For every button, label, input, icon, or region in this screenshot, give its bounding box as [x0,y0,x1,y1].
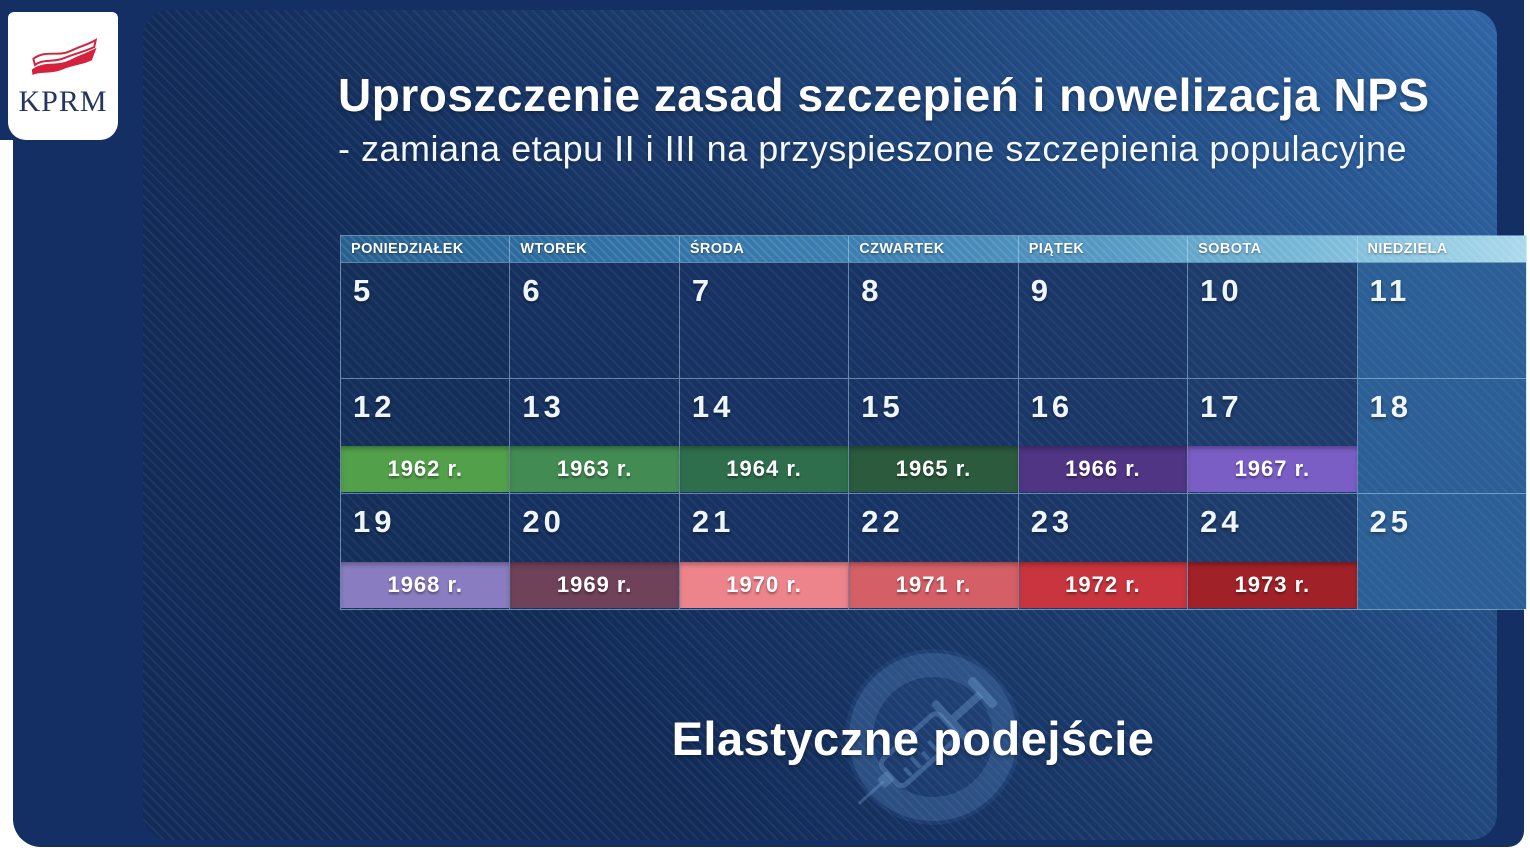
calendar-cell: 18 [1357,377,1526,494]
day-header-tuesday: WTOREK [510,236,680,262]
year-bar-label: 1966 r. [1065,456,1141,482]
year-bar-label: 1962 r. [387,456,463,482]
kprm-logo-text: KPRM [18,85,108,118]
calendar-cell: 5 [341,262,511,378]
date-number: 6 [522,273,544,308]
year-bar-1962: 1962 r. [341,446,510,493]
year-bar-label: 1963 r. [556,456,633,482]
background-card: Uproszczenie zasad szczepień i nowelizac… [13,0,1527,847]
calendar-cell: 21 1970 r. [679,493,850,610]
year-bar-1967: 1967 r. [1188,446,1357,493]
date-number: 24 [1200,504,1243,540]
calendar-cell: 24 1973 r. [1188,493,1358,610]
year-bar-label: 1971 r. [895,572,972,598]
date-number: 12 [353,388,396,424]
date-number: 14 [691,388,735,424]
calendar-header-row: PONIEDZIAŁEK WTOREK ŚRODA CZWARTEK PIĄTE… [341,236,1526,262]
day-header-saturday: SOBOTA [1188,236,1358,262]
calendar-cell: 15 1965 r. [849,377,1019,494]
calendar-cell: 16 1966 r. [1018,377,1189,494]
date-number: 8 [861,273,883,308]
date-number: 7 [691,273,714,308]
poland-flag-icon [31,38,98,76]
calendar-cell: 20 1969 r. [510,493,680,610]
calendar-cell: 17 1967 r. [1188,377,1358,494]
date-number: 21 [691,504,735,540]
date-number: 20 [522,504,565,540]
calendar-cell: 11 [1357,262,1526,378]
year-bar-1968: 1968 r. [341,562,510,609]
year-bar-1966: 1966 r. [1018,446,1188,493]
date-number: 25 [1369,504,1413,540]
year-bar-label: 1967 r. [1234,456,1311,482]
calendar-cell: 13 1963 r. [510,377,680,494]
day-header-monday: PONIEDZIAŁEK [341,236,511,262]
page-title: Uproszczenie zasad szczepień i nowelizac… [338,69,1430,121]
calendar-table: PONIEDZIAŁEK WTOREK ŚRODA CZWARTEK PIĄTE… [340,235,1527,610]
day-header-sunday: NIEDZIELA [1367,241,1448,257]
calendar-cell: 22 1971 r. [849,493,1019,610]
calendar-week-row: 12 1962 r. 13 1963 r. 14 1964 r. 15 1965… [341,377,1526,494]
calendar-cell: 25 [1357,493,1526,610]
year-bar-1973: 1973 r. [1188,562,1357,609]
year-bar-1963: 1963 r. [510,446,679,493]
date-number: 5 [353,273,375,308]
year-bar-1965: 1965 r. [849,446,1018,493]
calendar-week-row: 19 1968 r. 20 1969 r. 21 1970 r. 22 1971… [341,493,1526,610]
main-panel: Uproszczenie zasad szczepień i nowelizac… [143,10,1527,840]
year-bar-1972: 1972 r. [1018,562,1188,609]
year-bar-label: 1969 r. [556,572,633,598]
calendar-cell: 23 1972 r. [1018,493,1189,610]
day-header-thursday: CZWARTEK [849,236,1019,262]
kprm-logo-card: KPRM [8,12,118,140]
calendar-cell: 14 1964 r. [679,377,850,494]
calendar-cell: 10 [1188,262,1358,378]
date-number: 13 [522,388,565,424]
calendar-cell: 19 1968 r. [341,493,511,610]
date-number: 19 [353,504,396,540]
year-bar-label: 1968 r. [387,572,463,598]
date-number: 15 [861,388,904,424]
date-number: 11 [1369,273,1411,308]
date-number: 18 [1369,388,1413,424]
date-number: 16 [1030,388,1074,424]
year-bar-1971: 1971 r. [849,562,1018,609]
date-number: 22 [861,504,904,540]
calendar-cell: 12 1962 r. [341,377,511,494]
date-number: 9 [1030,273,1052,308]
year-bar-label: 1972 r. [1065,572,1141,598]
year-bar-1970: 1970 r. [679,562,849,609]
year-bar-label: 1973 r. [1234,572,1311,598]
year-bar-label: 1970 r. [726,572,802,598]
calendar-cell: 6 [510,262,680,378]
day-header-friday: PIĄTEK [1019,236,1189,262]
date-number: 17 [1200,388,1243,424]
calendar-week-row: 5 6 7 8 9 10 11 [341,262,1526,378]
page-subtitle: - zamiana etapu II i III na przyspieszon… [338,128,1408,169]
calendar-cell: 8 [849,262,1019,378]
date-number: 10 [1200,273,1243,308]
calendar-cell: 9 [1018,262,1189,378]
footer-caption: Elastyczne podejście [671,712,1155,765]
year-bar-1969: 1969 r. [510,562,679,609]
date-number: 23 [1030,504,1074,540]
year-bar-1964: 1964 r. [679,446,849,493]
year-bar-label: 1964 r. [726,456,802,482]
year-bar-label: 1965 r. [895,456,972,482]
calendar-cell: 7 [679,262,850,378]
day-header-wednesday: ŚRODA [680,236,850,262]
